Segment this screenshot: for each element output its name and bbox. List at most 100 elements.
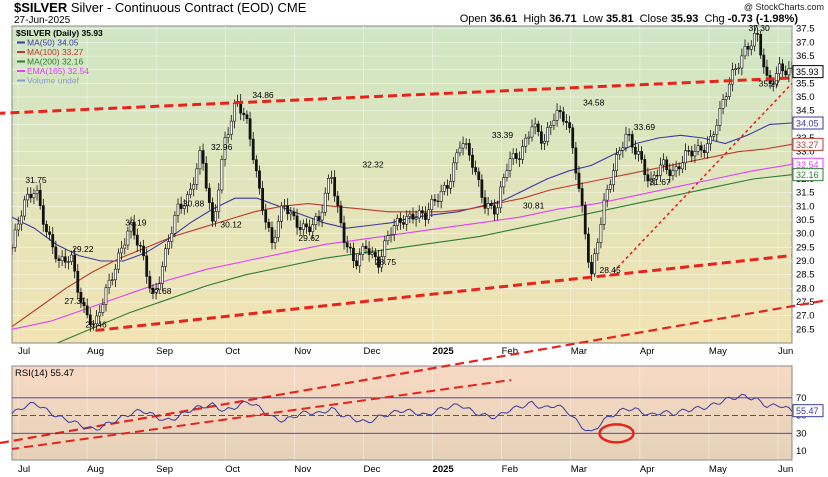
candle-body	[718, 108, 722, 126]
price-annotation: 33.69	[634, 122, 656, 132]
candle-body	[173, 215, 177, 234]
candle-body	[164, 248, 167, 267]
candle-body	[66, 261, 70, 263]
candle-body	[223, 137, 227, 160]
rsi-line	[12, 393, 792, 432]
price-tick-label: 37.5	[796, 24, 815, 35]
candle-body	[693, 151, 697, 157]
legend-entry: $SILVER (Daily) 35.93	[16, 28, 103, 38]
candle-body	[680, 162, 684, 170]
candle-body	[104, 287, 108, 305]
contract-description: Silver - Continuous Contract (EOD)	[70, 0, 274, 15]
candle-body	[687, 150, 691, 152]
candle-body	[76, 270, 80, 293]
candle-body	[536, 123, 540, 133]
price-annotation: 32.96	[211, 142, 233, 152]
candle-body	[436, 200, 440, 203]
candle-body	[135, 234, 139, 246]
candle-body	[637, 151, 640, 155]
legend-entry: MA(50) 34.05	[27, 38, 79, 48]
price-annotation: 31.67	[649, 177, 671, 187]
candle-body	[552, 120, 556, 126]
candle-body	[364, 245, 368, 249]
candle-body	[276, 220, 280, 238]
candle-body	[489, 203, 493, 206]
ohlc-open-label: Open	[459, 13, 487, 25]
price-tag-label: 32.54	[796, 160, 819, 170]
candle-body	[402, 222, 405, 225]
candle-body	[51, 234, 55, 248]
price-tick-label: 30.5	[796, 215, 815, 226]
candle-body	[198, 150, 202, 170]
candle-body	[471, 154, 474, 168]
rsi-x-tick-label: May	[709, 464, 727, 475]
candle-body	[126, 230, 130, 246]
candle-body	[417, 210, 421, 219]
candle-body	[574, 147, 578, 174]
candle-body	[267, 221, 271, 228]
rsi-x-tick-label: Feb	[502, 464, 518, 475]
candle-body	[765, 66, 769, 76]
candle-body	[245, 114, 249, 119]
candle-body	[345, 242, 349, 248]
candle-body	[273, 236, 277, 244]
candle-body	[746, 45, 750, 50]
candle-body	[320, 211, 324, 221]
candle-body	[549, 124, 553, 128]
ohlc-open-value: 36.61	[489, 13, 518, 25]
legend-entry: Volume undef	[27, 76, 80, 86]
price-plot	[12, 26, 792, 343]
candle-body	[54, 246, 58, 260]
candle-body	[640, 151, 644, 160]
candle-body	[665, 159, 669, 171]
candle-body	[502, 177, 506, 188]
candle-body	[408, 213, 412, 217]
candle-body	[543, 141, 546, 144]
price-annotation: 28.45	[599, 265, 621, 275]
candle-body	[727, 83, 731, 97]
candle-body	[461, 143, 465, 149]
candle-body	[342, 222, 346, 243]
ohlc-close-value: 35.93	[670, 13, 699, 25]
candle-body	[753, 33, 756, 47]
candle-body	[464, 143, 468, 145]
price-x-tick-label: Jul	[18, 346, 30, 357]
candle-body	[496, 207, 499, 215]
exchange-label: CME	[277, 0, 307, 15]
long-term-trendline	[0, 298, 828, 445]
candle-body	[176, 203, 180, 216]
candle-body	[684, 150, 687, 164]
candle-body	[336, 195, 340, 206]
candle-body	[186, 194, 189, 207]
legend-entry: MA(200) 32.16	[27, 57, 83, 67]
candle-body	[248, 118, 252, 140]
candle-body	[123, 244, 127, 249]
candle-body	[317, 216, 321, 221]
rsi-tag-label: 55.47	[796, 406, 819, 416]
price-tick-label: 36.5	[796, 51, 815, 62]
candle-body	[627, 133, 631, 136]
candle-body	[749, 45, 753, 50]
candle-body	[101, 304, 105, 313]
chart-date: 27-Jun-2025	[14, 15, 71, 26]
candle-body	[242, 112, 246, 116]
candle-body	[446, 185, 449, 189]
candle-body	[179, 203, 183, 209]
candle-body	[646, 174, 650, 182]
price-tick-label: 31.0	[796, 201, 815, 212]
rsi-tag-box	[792, 404, 824, 418]
candle-body	[712, 134, 716, 137]
candle-body	[157, 283, 161, 290]
candle-body	[370, 252, 374, 255]
candle-body	[26, 193, 30, 201]
price-x-tick-label: Mar	[571, 346, 587, 357]
candle-body	[399, 218, 402, 223]
candle-body	[254, 159, 258, 172]
candle-body	[677, 166, 681, 170]
candle-body	[292, 211, 296, 217]
price-tick-label: 37.0	[796, 37, 815, 48]
candle-body	[48, 231, 51, 235]
candle-body	[289, 211, 293, 215]
candle-body	[151, 287, 155, 293]
candle-body	[352, 247, 355, 262]
